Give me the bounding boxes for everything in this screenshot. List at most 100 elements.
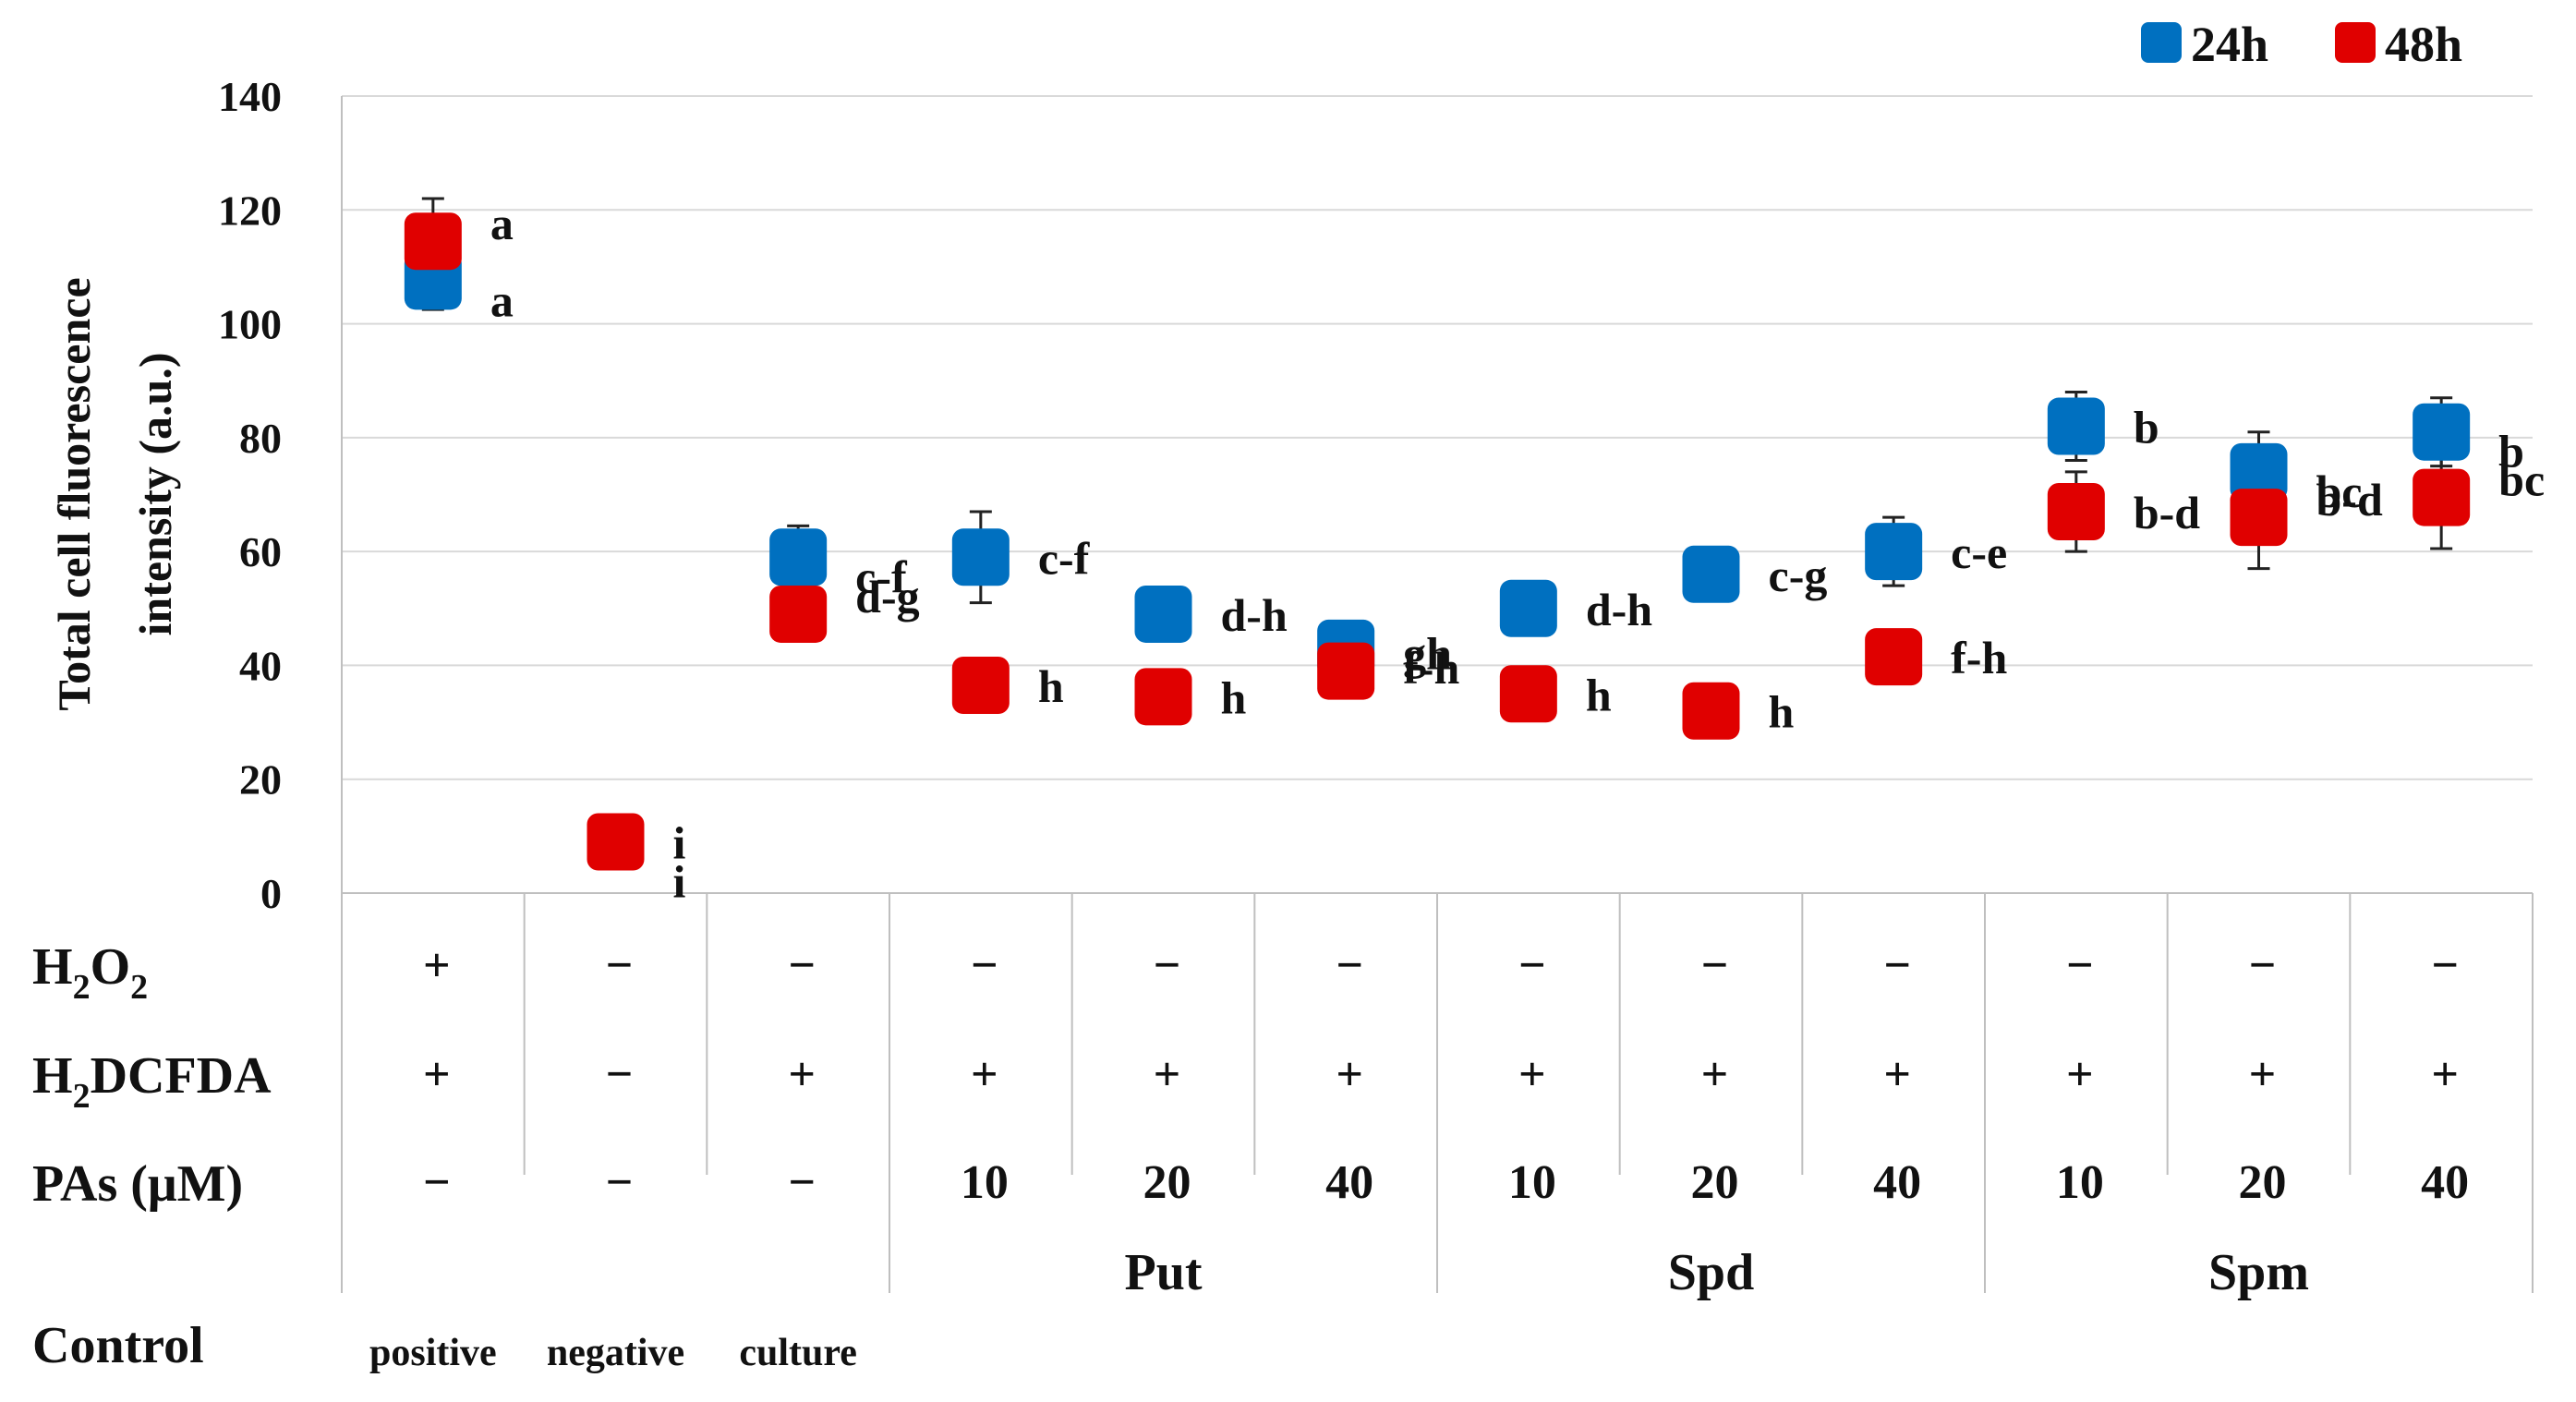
row-value: 40 <box>2421 1156 2469 1209</box>
marker-48h <box>587 813 645 871</box>
significance-label-24h: c-f <box>855 550 908 602</box>
marker-24h <box>951 528 1010 586</box>
y-tick-label: 120 <box>218 187 282 234</box>
significance-label-24h: f-h <box>1403 642 1459 694</box>
row-value: 10 <box>961 1156 1009 1209</box>
marker-24h <box>1134 585 1192 643</box>
row-label: H2O2 <box>32 938 148 1007</box>
y-tick-label: 60 <box>239 528 282 575</box>
row-value: − <box>2431 939 2459 992</box>
row-value: − <box>1701 939 1729 992</box>
row-value: − <box>1883 939 1911 992</box>
control-type-label: positive <box>369 1332 497 1374</box>
marker-48h <box>1499 665 1557 723</box>
y-tick-label: 20 <box>239 756 282 804</box>
row-value: + <box>1336 1048 1363 1101</box>
row-value: − <box>423 1156 451 1209</box>
row-value: − <box>788 939 816 992</box>
marker-24h <box>1499 579 1557 637</box>
row-value: 20 <box>1691 1156 1739 1209</box>
control-label: Control <box>32 1317 204 1374</box>
row-value: − <box>1336 939 1363 992</box>
significance-label-48h: f-h <box>1951 632 2007 683</box>
y-axis-title-line-2: intensity (a.u.) <box>129 353 181 636</box>
group-label: Put <box>1125 1244 1203 1301</box>
significance-label-24h: b <box>2498 426 2524 477</box>
marker-48h <box>1865 628 1923 686</box>
significance-label-48h: a <box>490 198 514 249</box>
significance-label-48h: gh <box>1403 628 1452 680</box>
marker-24h <box>2230 442 2288 501</box>
marker-24h <box>2047 397 2105 455</box>
row-value: − <box>971 939 998 992</box>
significance-label-24h: bc <box>2316 465 2363 517</box>
significance-label-48h: d-g <box>855 571 919 622</box>
marker-48h <box>2413 468 2471 526</box>
row-label: H2DCFDA <box>32 1047 272 1116</box>
significance-label-48h: h <box>1769 686 1795 738</box>
significance-label-48h: b-d <box>2134 487 2200 538</box>
row-value: − <box>606 1156 634 1209</box>
row-value: + <box>2249 1048 2277 1101</box>
row-value: 40 <box>1325 1156 1373 1209</box>
row-value: + <box>1518 1048 1546 1101</box>
marker-48h <box>769 585 828 643</box>
marker-48h <box>2047 482 2105 540</box>
significance-label-24h: d-h <box>1586 584 1652 635</box>
row-value: − <box>606 1048 634 1101</box>
row-value: − <box>788 1156 816 1209</box>
treatment-table: H2O2 + − − − − − − − − − − − H2DCFDA + − + + + + + + + + + + PAs (… <box>32 893 2534 1374</box>
row-value: 20 <box>2239 1156 2287 1209</box>
marker-48h <box>951 657 1010 715</box>
row-label: PAs (μM) <box>32 1155 243 1213</box>
significance-label-24h: c-f <box>1038 532 1091 584</box>
row-value: 10 <box>2056 1156 2104 1209</box>
legend-label-48h: 48h <box>2385 17 2462 72</box>
significance-label-24h: a <box>490 274 514 326</box>
row-value: + <box>1883 1048 1911 1101</box>
row-value: − <box>1154 939 1181 992</box>
data-markers <box>404 212 2471 871</box>
row-value: + <box>1154 1048 1181 1101</box>
y-tick-label: 0 <box>260 870 282 917</box>
marker-48h <box>1317 642 1375 700</box>
row-value: + <box>2066 1048 2094 1101</box>
axes <box>341 96 2533 894</box>
row-value: + <box>971 1048 998 1101</box>
row-value: 40 <box>1873 1156 1921 1209</box>
row-value: 20 <box>1143 1156 1191 1209</box>
marker-24h <box>769 528 828 586</box>
marker-48h <box>404 212 462 271</box>
control-type-label: negative <box>547 1332 684 1374</box>
significance-label-48h: h <box>1038 660 1064 712</box>
gridlines <box>342 95 2533 780</box>
significance-label-24h: c-e <box>1951 526 2007 578</box>
legend-swatch-24h <box>2141 22 2182 63</box>
marker-48h <box>2230 489 2288 547</box>
significance-label-24h: c-g <box>1769 550 1828 601</box>
marker-24h <box>1682 545 1740 603</box>
control-type-label: culture <box>739 1332 857 1374</box>
y-tick-label: 40 <box>239 642 282 689</box>
significance-label-48h: bc <box>2498 454 2545 506</box>
significance-label-48h: h <box>1586 669 1612 720</box>
row-value: + <box>423 1048 451 1101</box>
y-axis-title-line-1: Total cell fluorescence <box>48 277 100 710</box>
y-axis-title: Total cell fluorescence intensity (a.u.) <box>48 277 181 710</box>
significance-label-48h: b-d <box>2316 474 2383 526</box>
significance-label-24h: b <box>2134 402 2159 453</box>
y-tick-label: 80 <box>239 415 282 462</box>
legend: 24h 48h <box>2141 17 2462 72</box>
row-value: − <box>1518 939 1546 992</box>
group-label: Spd <box>1668 1244 1754 1301</box>
significance-label-24h: i <box>673 856 686 908</box>
significance-label-48h: i <box>673 817 686 869</box>
marker-48h <box>1682 682 1740 740</box>
row-value: + <box>788 1048 816 1101</box>
row-value: 10 <box>1508 1156 1556 1209</box>
legend-swatch-48h <box>2335 22 2376 63</box>
row-value: − <box>606 939 634 992</box>
significance-label-48h: h <box>1221 671 1247 723</box>
y-tick-labels: 0 20 40 60 80 100 120 140 <box>218 73 282 917</box>
